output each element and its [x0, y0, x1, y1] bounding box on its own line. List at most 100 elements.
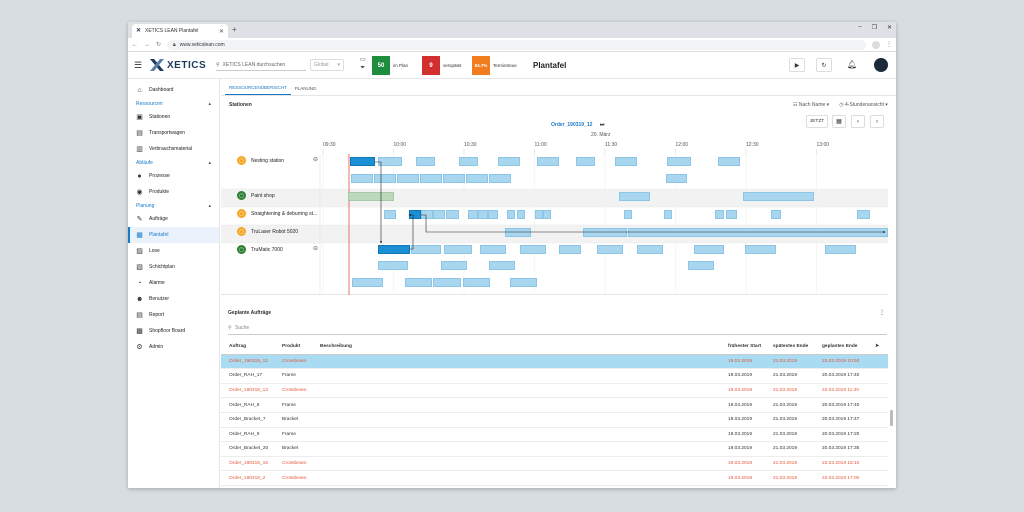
- task-bar[interactable]: [664, 210, 672, 219]
- task-bar[interactable]: [459, 157, 478, 166]
- task-bar[interactable]: [488, 210, 498, 219]
- sidebar-section[interactable]: Ressourcen ▴: [128, 98, 219, 109]
- collapse-icon[interactable]: ⊖: [313, 157, 319, 163]
- task-bar[interactable]: [535, 210, 543, 219]
- stat-on-time[interactable]: 84.7% Termintreue: [472, 56, 517, 75]
- task-bar[interactable]: [559, 245, 581, 254]
- url-field[interactable]: 🔒︎ www.xeticslean.com: [167, 39, 866, 50]
- task-bar[interactable]: [409, 210, 421, 219]
- prev-icon[interactable]: ‹: [851, 115, 865, 128]
- sidebar-item-alarme[interactable]: ◔ Alarme: [128, 275, 219, 291]
- task-bar[interactable]: [489, 174, 511, 183]
- task-bar[interactable]: [433, 278, 461, 287]
- task-bar[interactable]: [715, 210, 724, 219]
- hamburger-menu-icon[interactable]: ☰: [134, 59, 143, 70]
- task-bar[interactable]: [421, 210, 433, 219]
- task-bar[interactable]: [416, 157, 435, 166]
- task-bar[interactable]: [378, 157, 402, 166]
- task-bar[interactable]: [743, 192, 814, 201]
- station-label[interactable]: ▢ Straightening & deburring st...: [237, 209, 317, 218]
- gantt-row[interactable]: ▢ TruMatic 7000 ⊖: [221, 243, 888, 295]
- task-bar[interactable]: [718, 157, 740, 166]
- next-icon[interactable]: ›: [870, 115, 884, 128]
- task-bar[interactable]: [615, 157, 637, 166]
- sort-select[interactable]: ☷ Nach Name ▾: [793, 102, 830, 108]
- stat-in-plan[interactable]: 50 im Plan: [372, 56, 408, 75]
- task-bar[interactable]: [350, 157, 375, 166]
- task-bar[interactable]: [537, 157, 559, 166]
- station-label[interactable]: ▢ Nesting station: [237, 156, 284, 165]
- task-bar[interactable]: [468, 210, 478, 219]
- scope-select[interactable]: Global ▾: [310, 59, 344, 71]
- sidebar-item-dashboard[interactable]: ⌂ Dashboard: [128, 82, 219, 98]
- sidebar-item-schichtplan[interactable]: ▧ Schichtplan: [128, 259, 219, 275]
- task-bar[interactable]: [498, 157, 520, 166]
- order-cell[interactable]: Order_190319_13: [229, 388, 268, 394]
- refresh-button[interactable]: ↻: [816, 58, 832, 72]
- column-header[interactable]: Produkt: [282, 344, 301, 350]
- task-bar[interactable]: [745, 245, 776, 254]
- profile-icon[interactable]: [872, 40, 880, 49]
- sidebar-item-produkte[interactable]: ◉ Produkte: [128, 184, 219, 200]
- task-bar[interactable]: [667, 157, 691, 166]
- order-cell[interactable]: Order_Bracket_7: [229, 417, 266, 423]
- table-row[interactable]: Order_Bracket_7 Bracket 19.03.2019 21.03…: [221, 413, 888, 428]
- sidebar-item-benutzer[interactable]: ☻ Benutzer: [128, 291, 219, 307]
- sidebar-item-prozesse[interactable]: ● Prozesse: [128, 168, 219, 184]
- task-bar[interactable]: [411, 245, 441, 254]
- browser-tab[interactable]: ✕ XETICS LEAN Plantafel ✕: [132, 24, 228, 38]
- reload-icon[interactable]: ↻: [156, 42, 162, 48]
- task-bar[interactable]: [489, 261, 515, 270]
- table-row[interactable]: Order_190319_15 Crossbeam 19.03.2019 21.…: [221, 457, 888, 472]
- task-bar[interactable]: [520, 245, 546, 254]
- order-cell[interactable]: Order_RAH_17: [229, 373, 263, 379]
- sidebar-item-lose[interactable]: ▨ Lose: [128, 243, 219, 259]
- column-header[interactable]: spätestes Ende: [773, 344, 809, 350]
- table-row[interactable]: Order_190319_2 Crossbeam 19.03.2019 21.0…: [221, 471, 888, 486]
- column-header[interactable]: frühester Start: [728, 344, 762, 350]
- column-header[interactable]: geplantes Ende: [822, 344, 858, 350]
- station-label[interactable]: ▢ TruMatic 7000: [237, 245, 283, 254]
- stat-late[interactable]: 9 verspätet: [422, 56, 462, 75]
- table-row[interactable]: Order_RAH_17 Frame 19.03.2019 21.03.2019…: [221, 369, 888, 384]
- task-bar[interactable]: [726, 210, 737, 219]
- order-cell[interactable]: Order_190319_12: [229, 358, 268, 364]
- task-bar[interactable]: [510, 278, 537, 287]
- task-bar[interactable]: [688, 261, 714, 270]
- user-avatar-icon[interactable]: [874, 58, 888, 72]
- order-cell[interactable]: Order_RAH_8: [229, 402, 260, 408]
- sidebar-section[interactable]: Abläufe ▴: [128, 157, 219, 168]
- table-row[interactable]: Order_190319_13 Crossbeam 19.03.2019 21.…: [221, 384, 888, 399]
- task-bar[interactable]: [694, 245, 724, 254]
- task-bar[interactable]: [443, 174, 465, 183]
- browser-menu-icon[interactable]: ⋮: [886, 42, 892, 48]
- sidebar-item-report[interactable]: ▤ Report: [128, 307, 219, 323]
- send-icon[interactable]: ➤: [875, 344, 880, 350]
- orders-scrollbar[interactable]: [890, 410, 893, 426]
- task-bar[interactable]: [378, 245, 410, 254]
- task-bar[interactable]: [384, 210, 396, 219]
- now-button[interactable]: JETZT: [806, 115, 828, 128]
- task-bar[interactable]: [480, 245, 506, 254]
- calendar-filter-icon[interactable]: ▭: [360, 57, 366, 63]
- sidebar-item-verbrauchsmaterial[interactable]: ▥ Verbrauchsmaterial: [128, 141, 219, 157]
- orders-search-input[interactable]: ⚲ Suche: [228, 325, 887, 335]
- task-bar[interactable]: [619, 192, 650, 201]
- task-bar[interactable]: [348, 192, 394, 201]
- sidebar-item-transportwagen[interactable]: ▤ Transportwagen: [128, 125, 219, 141]
- task-bar[interactable]: [857, 210, 870, 219]
- task-bar[interactable]: [637, 245, 663, 254]
- task-bar[interactable]: [517, 210, 525, 219]
- task-bar[interactable]: [374, 174, 396, 183]
- task-bar[interactable]: [597, 245, 623, 254]
- order-cell[interactable]: Order_RAH_9: [229, 431, 260, 437]
- view-select[interactable]: ◷ 4-Stundenansicht ▾: [839, 102, 888, 108]
- selected-order-link[interactable]: Order_190319_12 ⏭: [551, 122, 604, 128]
- task-bar[interactable]: [352, 278, 383, 287]
- task-bar[interactable]: [478, 210, 488, 219]
- table-row[interactable]: Order_RAH_9 Frame 19.03.2019 21.03.2019 …: [221, 428, 888, 443]
- station-label[interactable]: ▢ TruLaser Robot 5020: [237, 227, 298, 236]
- table-row[interactable]: Order_Bracket_20 Bracket 19.03.2019 21.0…: [221, 442, 888, 457]
- sidebar-item-aufträge[interactable]: ✎ Aufträge: [128, 211, 219, 227]
- task-bar[interactable]: [543, 210, 551, 219]
